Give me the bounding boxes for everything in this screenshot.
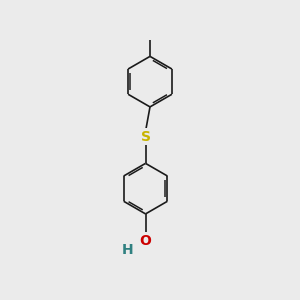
Text: H: H (122, 243, 134, 256)
Text: O: O (140, 234, 152, 248)
Text: S: S (140, 130, 151, 144)
